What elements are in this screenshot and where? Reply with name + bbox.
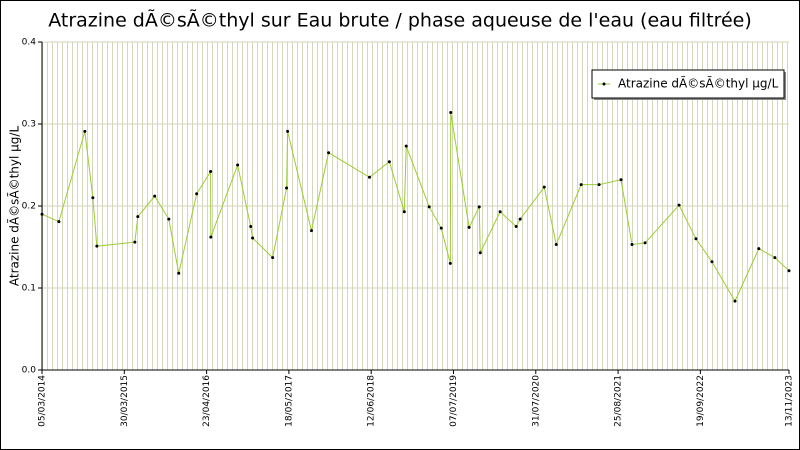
data-point: [402, 210, 406, 214]
y-tick-label: 0.1: [22, 284, 36, 294]
data-point: [439, 226, 443, 230]
data-point: [710, 260, 714, 264]
data-point: [478, 251, 482, 255]
data-point: [83, 129, 87, 133]
data-point: [286, 129, 290, 133]
data-point: [271, 256, 275, 260]
data-point: [249, 225, 253, 228]
data-point: [554, 243, 558, 247]
x-tick-label: 25/08/2021: [614, 375, 624, 427]
data-point: [209, 235, 213, 239]
legend-box: [591, 69, 785, 99]
data-point: [498, 210, 502, 214]
legend-marker: [602, 82, 606, 86]
data-point: [477, 205, 481, 209]
y-tick-label: 0.3: [22, 120, 36, 130]
data-point: [449, 111, 453, 115]
data-point: [694, 237, 698, 241]
data-point: [677, 203, 681, 207]
chart-title: Atrazine dÃ©sÃ©thyl sur Eau brute / phas…: [48, 9, 752, 32]
data-point: [467, 225, 471, 229]
data-point: [448, 261, 452, 265]
y-tick-label: 0.4: [22, 38, 37, 48]
data-point: [136, 215, 140, 219]
data-point: [387, 160, 391, 164]
y-axis-label: Atrazine dÃ©sÃ©thyl µg/L: [7, 126, 22, 287]
data-point: [57, 220, 61, 224]
data-point: [597, 183, 601, 187]
data-point: [209, 170, 213, 174]
data-point: [133, 240, 137, 244]
data-point: [40, 212, 44, 216]
data-point: [643, 241, 647, 245]
x-tick-label: 13/11/2023: [785, 375, 795, 427]
data-point: [733, 299, 737, 303]
data-point: [579, 183, 583, 187]
legend-label: Atrazine dÃ©sÃ©thyl µg/L: [618, 76, 779, 91]
x-tick-label: 19/09/2022: [696, 375, 706, 427]
x-tick-label: 07/07/2019: [449, 375, 459, 427]
x-tick-label: 23/04/2016: [202, 375, 212, 427]
data-point: [367, 175, 371, 179]
x-tick-label: 18/05/2017: [284, 375, 294, 427]
x-tick-label: 05/03/2014: [38, 375, 48, 427]
data-point: [619, 178, 623, 182]
data-point: [404, 144, 408, 148]
x-tick-label: 31/07/2020: [531, 375, 541, 427]
data-point: [95, 244, 99, 248]
data-point: [153, 194, 157, 198]
x-tick-label: 30/03/2015: [120, 375, 130, 427]
data-point: [285, 186, 289, 190]
data-point: [773, 256, 777, 260]
x-tick-label: 12/06/2018: [367, 375, 377, 427]
data-point: [787, 269, 791, 273]
data-point: [195, 192, 199, 196]
data-point: [757, 247, 761, 251]
data-point: [542, 185, 546, 189]
data-point: [309, 229, 313, 233]
data-point: [177, 271, 181, 275]
data-point: [236, 163, 240, 167]
data-point: [251, 236, 255, 240]
y-tick-label: 0.0: [22, 366, 37, 376]
y-tick-label: 0.2: [22, 202, 36, 212]
data-point: [167, 217, 171, 221]
data-point: [91, 196, 95, 200]
data-point: [427, 205, 431, 209]
data-point: [518, 217, 522, 221]
data-point: [514, 225, 518, 228]
data-point: [630, 243, 634, 247]
data-point: [327, 151, 331, 155]
